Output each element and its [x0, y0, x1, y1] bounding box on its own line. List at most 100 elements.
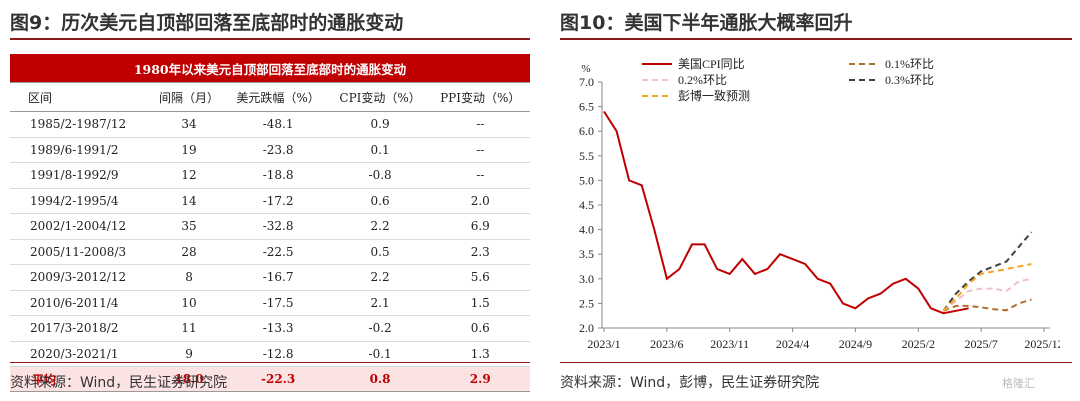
table-banner: 1980年以来美元自顶部回落至底部时的通胀变动 — [10, 54, 530, 83]
avg-ppi-change: 2.9 — [430, 366, 530, 392]
table-row: 1989/6-1991/2 19 -23.8 0.1 -- — [10, 137, 530, 163]
row-ppi-change: 0.6 — [430, 315, 530, 342]
row-usd-decline: -17.2 — [226, 188, 330, 214]
col-header-cpi-change: CPI变动（%） — [329, 82, 431, 112]
row-interval: 35 — [151, 213, 227, 240]
legend-label: 0.2%环比 — [678, 73, 727, 87]
y-tick-label: 7.0 — [579, 75, 594, 89]
row-interval: 12 — [151, 162, 227, 189]
row-cpi-change: -0.8 — [329, 162, 431, 189]
row-usd-decline: -17.5 — [226, 290, 330, 316]
y-tick-label: 4.5 — [579, 198, 594, 212]
x-tick-label: 2023/6 — [650, 337, 683, 351]
x-tick-label: 2024/4 — [776, 337, 809, 351]
row-usd-decline: -13.3 — [226, 315, 330, 342]
series-line-3 — [942, 231, 1033, 312]
col-header-period: 区间 — [10, 82, 152, 112]
y-tick-label: 4.0 — [579, 223, 594, 237]
left-bottom-rule — [10, 362, 530, 363]
table-row: 2009/3-2012/12 8 -16.7 2.2 5.6 — [10, 264, 530, 291]
table-row: 2005/11-2008/3 28 -22.5 0.5 2.3 — [10, 239, 530, 265]
y-tick-label: 6.5 — [579, 100, 594, 114]
row-usd-decline: -32.8 — [226, 213, 330, 240]
row-cpi-change: 0.5 — [329, 239, 431, 265]
series-line-1 — [943, 298, 1032, 312]
row-cpi-change: 0.6 — [329, 188, 431, 214]
x-tick-label: 2025/2 — [902, 337, 935, 351]
table-row: 1994/2-1995/4 14 -17.2 0.6 2.0 — [10, 188, 530, 214]
right-title-rule — [560, 38, 1072, 40]
row-cpi-change: 0.1 — [329, 137, 431, 163]
avg-cpi-change: 0.8 — [329, 366, 431, 392]
y-tick-label: 5.0 — [579, 173, 594, 187]
y-tick-label: 3.0 — [579, 272, 594, 286]
legend-label: 0.3%环比 — [885, 73, 934, 87]
y-tick-label: 3.5 — [579, 247, 594, 261]
row-cpi-change: 2.2 — [329, 264, 431, 291]
series-line-4 — [942, 263, 1032, 312]
x-tick-label: 2023/1 — [587, 337, 620, 351]
series-line-2 — [942, 277, 1032, 312]
legend-label: 彭博一致预测 — [678, 88, 750, 103]
watermark-logo: 格隆汇 — [1002, 377, 1035, 390]
row-ppi-change: -- — [430, 111, 530, 138]
x-tick-label: 2024/9 — [839, 337, 872, 351]
row-ppi-change: 6.9 — [430, 213, 530, 240]
right-source: 资料来源：Wind，彭博，民生证券研究院 — [560, 375, 820, 391]
avg-usd-decline: -22.3 — [226, 366, 330, 392]
row-period: 2017/3-2018/2 — [10, 315, 152, 342]
x-tick-label: 2025/12 — [1024, 337, 1060, 351]
y-tick-label: 5.5 — [579, 149, 594, 163]
cpi-chart-svg: 2.0 2.5 3.0 3.5 4.0 4.5 5.0 5.5 6.0 6.5 7.0% 2023/1… — [579, 57, 1064, 351]
cpi-chart: 2.0 2.5 3.0 3.5 4.0 4.5 5.0 5.5 6.0 6.5 7.0% 2023/1… — [560, 44, 1064, 360]
table-header-row: 区间 间隔（月） 美元跌幅（%） CPI变动（%） PPI变动（%） — [10, 82, 530, 112]
row-interval: 19 — [151, 137, 227, 163]
table-row: 2002/1-2004/12 35 -32.8 2.2 6.9 — [10, 213, 530, 240]
col-header-interval: 间隔（月） — [151, 82, 227, 112]
row-usd-decline: -48.1 — [226, 111, 330, 138]
table-row: 2017/3-2018/2 11 -13.3 -0.2 0.6 — [10, 315, 530, 342]
row-interval: 11 — [151, 315, 227, 342]
inflation-table-panel: 1980年以来美元自顶部回落至底部时的通胀变动 区间 间隔（月） 美元跌幅（%）… — [10, 54, 530, 392]
avg-label: 平均 — [10, 366, 152, 392]
row-cpi-change: 2.1 — [329, 290, 431, 316]
row-interval: 10 — [151, 290, 227, 316]
right-bottom-rule — [560, 362, 1072, 363]
row-usd-decline: -22.5 — [226, 239, 330, 265]
row-interval: 34 — [151, 111, 227, 138]
table-row: 1991/8-1992/9 12 -18.8 -0.8 -- — [10, 162, 530, 189]
row-ppi-change: -- — [430, 162, 530, 189]
legend-label: 美国CPI同比 — [678, 57, 745, 71]
row-interval: 8 — [151, 264, 227, 291]
row-period: 1989/6-1991/2 — [10, 137, 152, 163]
inflation-table: 1980年以来美元自顶部回落至底部时的通胀变动 区间 间隔（月） 美元跌幅（%）… — [10, 54, 530, 392]
row-interval: 14 — [151, 188, 227, 214]
row-period: 1985/2-1987/12 — [10, 111, 152, 138]
series-line-0 — [603, 110, 969, 315]
row-period: 2005/11-2008/3 — [10, 239, 152, 265]
row-interval: 28 — [151, 239, 227, 265]
table-average-row: 平均 18.0 -22.3 0.8 2.9 — [10, 366, 530, 392]
row-ppi-change: 5.6 — [430, 264, 530, 291]
row-ppi-change: -- — [430, 137, 530, 163]
row-period: 2002/1-2004/12 — [10, 213, 152, 240]
row-period: 1991/8-1992/9 — [10, 162, 152, 189]
x-tick-label: 2025/7 — [964, 337, 997, 351]
legend-label: 0.1%环比 — [885, 57, 934, 71]
avg-interval: 18.0 — [151, 366, 227, 392]
left-source: 资料来源：Wind，民生证券研究院 — [10, 375, 228, 391]
row-ppi-change: 1.5 — [430, 290, 530, 316]
row-period: 1994/2-1995/4 — [10, 188, 152, 214]
row-cpi-change: 2.2 — [329, 213, 431, 240]
y-tick-label: 2.5 — [579, 296, 594, 310]
right-figure-title: 图10：美国下半年通胀大概率回升 — [560, 12, 853, 34]
y-tick-label: 2.0 — [579, 321, 594, 335]
row-period: 2009/3-2012/12 — [10, 264, 152, 291]
x-tick-label: 2023/11 — [710, 337, 749, 351]
y-tick-label: 6.0 — [579, 124, 594, 138]
table-row: 2010/6-2011/4 10 -17.5 2.1 1.5 — [10, 290, 530, 316]
row-cpi-change: -0.2 — [329, 315, 431, 342]
col-header-ppi-change: PPI变动（%） — [430, 82, 530, 112]
table-banner-row: 1980年以来美元自顶部回落至底部时的通胀变动 — [10, 54, 530, 83]
left-title-rule — [10, 38, 530, 40]
